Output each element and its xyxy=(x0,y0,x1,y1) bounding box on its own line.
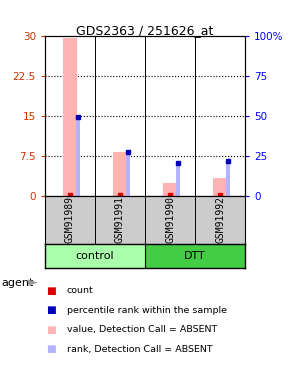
Bar xyxy=(176,165,180,196)
Bar xyxy=(226,163,230,196)
Text: ►: ► xyxy=(28,277,38,290)
Text: ■: ■ xyxy=(46,344,56,354)
Text: GSM91991: GSM91991 xyxy=(115,196,125,243)
Text: GSM91992: GSM91992 xyxy=(215,196,225,243)
Text: agent: agent xyxy=(1,278,34,288)
Text: GSM91990: GSM91990 xyxy=(165,196,175,243)
Text: value, Detection Call = ABSENT: value, Detection Call = ABSENT xyxy=(67,325,217,334)
Bar xyxy=(63,38,77,196)
Text: rank, Detection Call = ABSENT: rank, Detection Call = ABSENT xyxy=(67,345,212,354)
Text: control: control xyxy=(76,251,114,261)
Bar xyxy=(113,152,127,196)
Text: DTT: DTT xyxy=(184,251,206,261)
Bar xyxy=(76,118,80,196)
Text: GSM91989: GSM91989 xyxy=(65,196,75,243)
Text: ■: ■ xyxy=(46,325,56,334)
Bar xyxy=(45,244,145,268)
Text: ■: ■ xyxy=(46,305,56,315)
Text: percentile rank within the sample: percentile rank within the sample xyxy=(67,306,227,315)
Bar xyxy=(213,178,227,196)
Text: count: count xyxy=(67,286,93,295)
Text: GDS2363 / 251626_at: GDS2363 / 251626_at xyxy=(76,24,214,38)
Bar xyxy=(163,183,177,196)
Bar xyxy=(145,244,245,268)
Bar xyxy=(126,153,130,196)
Text: ■: ■ xyxy=(46,286,56,296)
